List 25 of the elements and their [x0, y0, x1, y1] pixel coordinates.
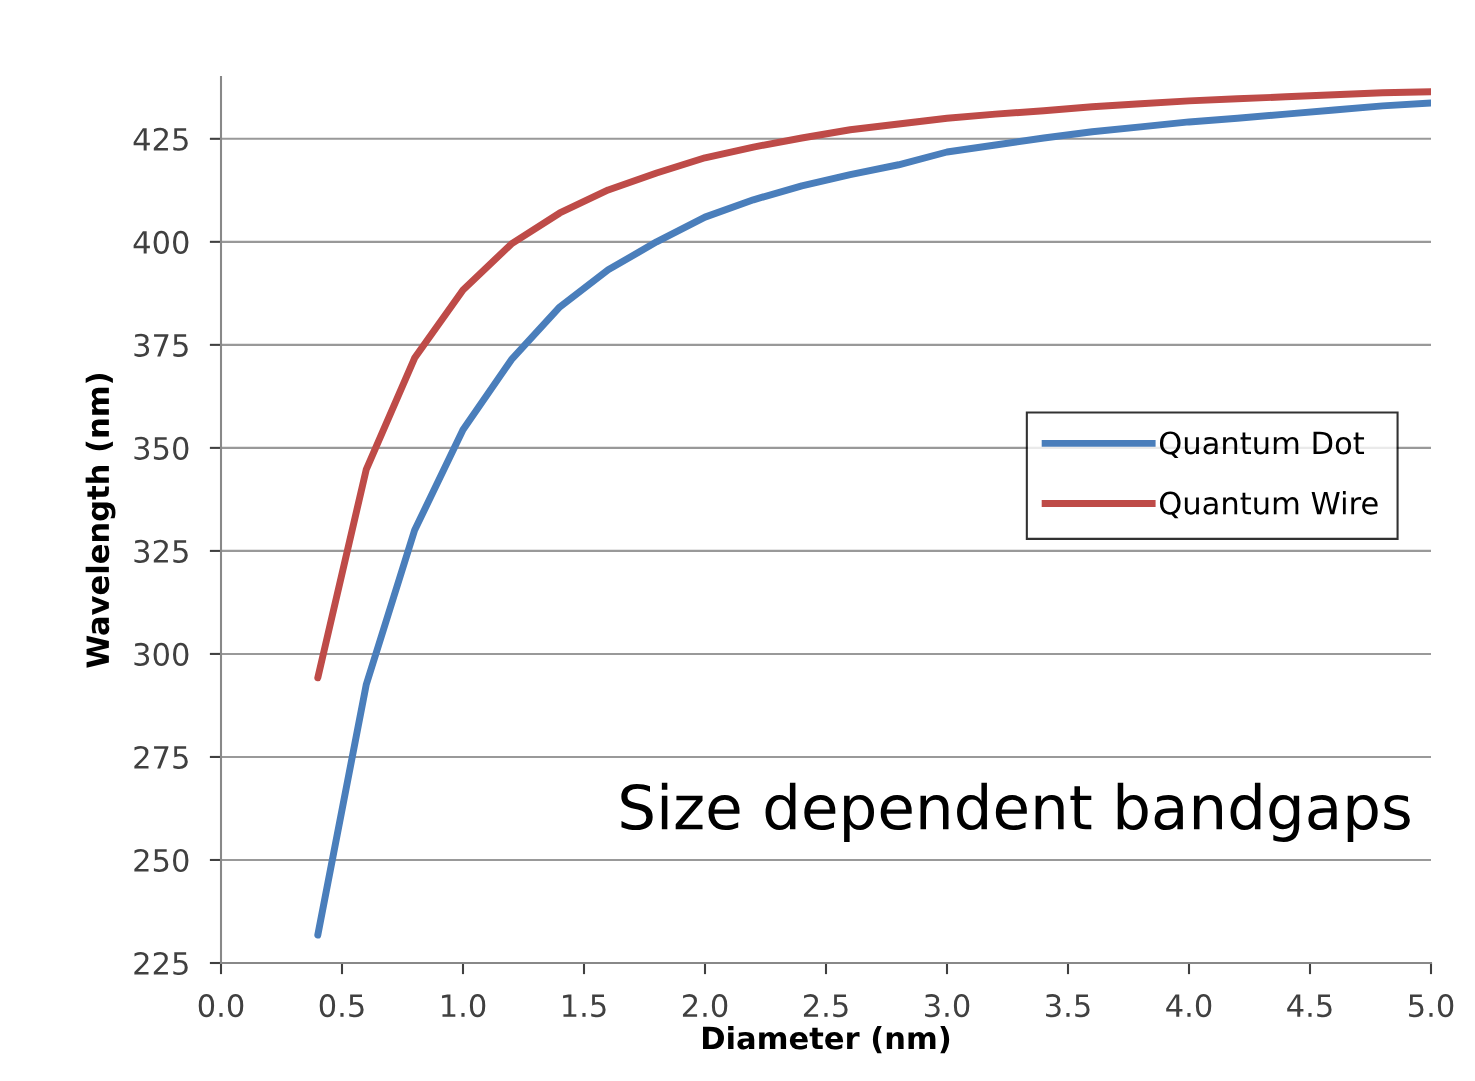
x-tick-label: 3.5: [1046, 994, 1090, 1018]
y-tick-label: 250: [134, 848, 189, 873]
y-tick-label: 225: [134, 951, 188, 976]
x-tick-label: 5.0: [1409, 994, 1454, 1018]
y-tick-label: 400: [133, 230, 189, 254]
y-tick-label: 375: [134, 333, 188, 357]
legend-label: Quantum Dot: [1159, 431, 1365, 459]
x-tick-label: 4.0: [1166, 994, 1212, 1018]
x-tick-label: 1.5: [563, 994, 606, 1018]
x-tick-label: 0.0: [198, 994, 244, 1018]
y-axis-title: Wavelength (nm): [85, 374, 116, 668]
x-tick-label: 4.5: [1287, 994, 1332, 1018]
x-axis-title: Diameter (nm): [703, 1025, 950, 1054]
x-tick-label: 1.0: [442, 994, 486, 1018]
legend-label: Quantum Wire: [1159, 490, 1378, 519]
y-tick-label: 425: [133, 127, 188, 151]
x-tick-label: 0.5: [319, 994, 364, 1018]
y-tick-label: 275: [134, 745, 188, 769]
x-tick-label: 2.0: [682, 994, 728, 1018]
y-tick-label: 325: [134, 539, 188, 563]
x-tick-label: 3.0: [925, 994, 970, 1018]
y-tick-label: 350: [134, 436, 189, 460]
y-tick-label: 300: [134, 642, 189, 666]
annotation: Size dependent bandgaps: [621, 782, 1410, 842]
x-tick-label: 2.5: [803, 994, 848, 1018]
